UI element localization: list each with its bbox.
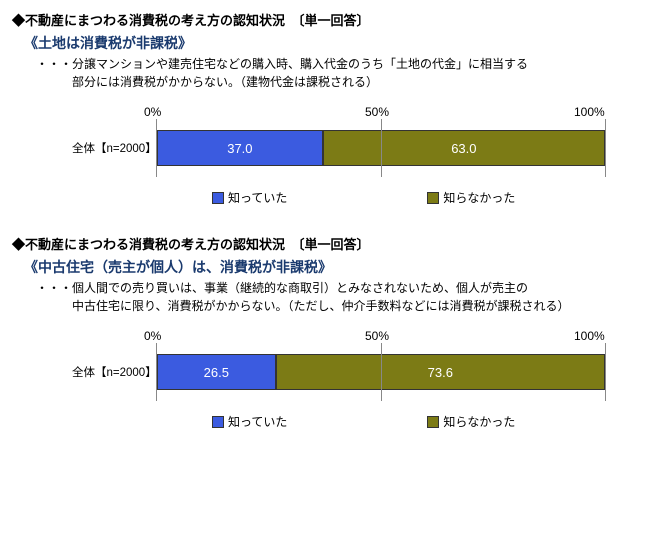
axis-tick-label: 100% bbox=[574, 105, 605, 119]
bar-segment-didnt-know: 73.6 bbox=[276, 354, 605, 390]
row-label: 全体【n=2000】 bbox=[72, 364, 156, 380]
axis-tick-label: 0% bbox=[144, 105, 161, 119]
legend-item-didnt-know: 知らなかった bbox=[427, 413, 515, 430]
legend-swatch bbox=[212, 416, 224, 428]
section-heading: ◆不動産にまつわる消費税の考え方の認知状況 〔単一回答〕 bbox=[12, 234, 656, 253]
legend: 知っていた 知らなかった bbox=[212, 413, 602, 430]
legend-swatch bbox=[212, 192, 224, 204]
bar-area: 37.063.0 bbox=[156, 125, 606, 171]
axis-tick-label: 100% bbox=[574, 329, 605, 343]
legend-label: 知らなかった bbox=[443, 189, 515, 206]
chart: 0% 50% 100% 全体【n=2000】26.573.6 知っていた 知らなかった bbox=[72, 329, 602, 430]
axis: 0%50%100% bbox=[152, 329, 602, 347]
chart: 0% 50% 100% 全体【n=2000】37.063.0 知っていた 知らなかった bbox=[72, 105, 602, 206]
section-description: ・・・個人間での売り買いは、事業（継続的な商取引）とみなされないため、個人が売主… bbox=[36, 279, 656, 315]
legend-label: 知らなかった bbox=[443, 413, 515, 430]
legend-label: 知っていた bbox=[228, 189, 287, 206]
bar-segment-knew: 26.5 bbox=[157, 354, 276, 390]
axis: 0%50%100% bbox=[152, 105, 602, 123]
legend-swatch bbox=[427, 416, 439, 428]
bar-area: 26.573.6 bbox=[156, 349, 606, 395]
legend-item-knew: 知っていた bbox=[212, 413, 287, 430]
section-subheading: 《土地は消費税が非課税》 bbox=[24, 33, 656, 53]
section-subheading: 《中古住宅（売主が個人）は、消費税が非課税》 bbox=[24, 257, 656, 277]
legend-item-didnt-know: 知らなかった bbox=[427, 189, 515, 206]
legend-item-knew: 知っていた bbox=[212, 189, 287, 206]
axis-tick-label: 50% bbox=[365, 329, 389, 343]
axis-tick-label: 0% bbox=[144, 329, 161, 343]
legend: 知っていた 知らなかった bbox=[212, 189, 602, 206]
row-label: 全体【n=2000】 bbox=[72, 140, 156, 156]
legend-label: 知っていた bbox=[228, 413, 287, 430]
bar-segment-knew: 37.0 bbox=[157, 130, 323, 166]
section-description: ・・・分譲マンションや建売住宅などの購入時、購入代金のうち「土地の代金」に相当す… bbox=[36, 55, 656, 91]
axis-tick-label: 50% bbox=[365, 105, 389, 119]
legend-swatch bbox=[427, 192, 439, 204]
section-heading: ◆不動産にまつわる消費税の考え方の認知状況 〔単一回答〕 bbox=[12, 10, 656, 29]
bar-segment-didnt-know: 63.0 bbox=[323, 130, 605, 166]
